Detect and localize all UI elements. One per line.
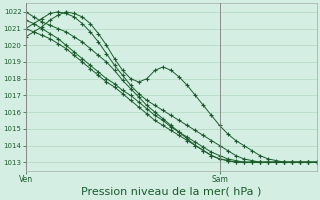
X-axis label: Pression niveau de la mer( hPa ): Pression niveau de la mer( hPa ) — [81, 187, 261, 197]
